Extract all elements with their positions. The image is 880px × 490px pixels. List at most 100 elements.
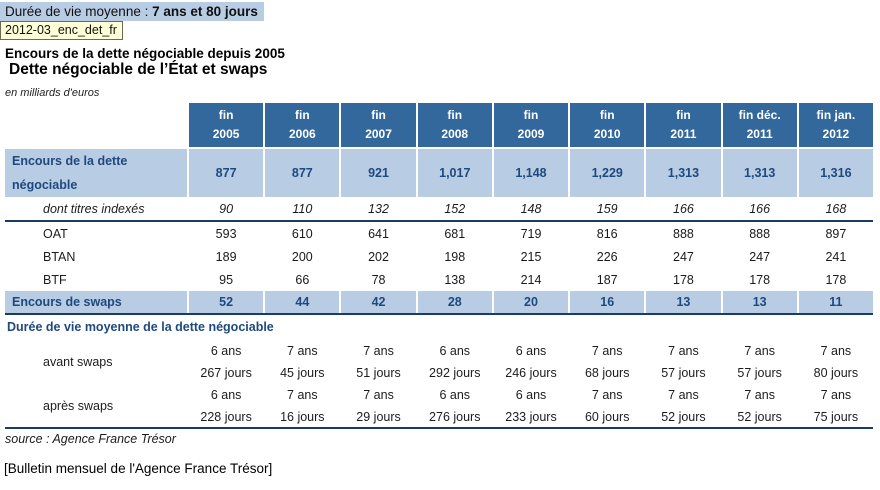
value-cell: 159 xyxy=(596,201,618,216)
column-header: fin 2011 xyxy=(646,103,721,147)
table-header-row: fin 2005 fin 2006 fin 2007 fin 2008 fin 2009 fin 20… xyxy=(5,103,873,147)
row-label: OAT xyxy=(43,226,68,241)
table-row: Encours de la dette négociable 877 877 921 1… xyxy=(5,149,873,197)
duration-value-cell: 7 ans 16 jours xyxy=(280,388,325,424)
value-cell: 168 xyxy=(825,201,847,216)
duration-value-cell: 7 ans 68 jours xyxy=(584,343,630,380)
value-cell: 110 xyxy=(292,201,313,216)
column-header: fin 2006 xyxy=(265,103,340,147)
duration-value-cell: 6 ans 267 jours xyxy=(200,343,252,380)
row-label: Encours de la dette négociable xyxy=(5,149,187,197)
value-cell: 66 xyxy=(295,272,310,287)
row-label: BTF xyxy=(43,272,67,287)
filename-tooltip: 2012-03_enc_det_fr xyxy=(0,21,123,40)
duration-value-cell: 7 ans 29 jours xyxy=(356,388,401,424)
value-cell: 241 xyxy=(825,249,847,264)
value-cell: 247 xyxy=(673,249,694,264)
value-cell: 11 xyxy=(798,291,873,313)
source-note: source : Agence France Trésor xyxy=(5,432,176,446)
table-row: Encours de swaps 52 44 42 28 20 16 13 13 11 xyxy=(5,291,873,315)
value-cell: 877 xyxy=(265,149,340,197)
duration-value-cell: 7 ans 60 jours xyxy=(584,388,630,424)
value-cell: 166 xyxy=(749,201,771,216)
column-header: fin 2009 xyxy=(493,103,569,147)
duration-value-cell: 6 ans 292 jours xyxy=(429,343,481,380)
row-label: BTAN xyxy=(43,249,76,264)
value-cell: 641 xyxy=(368,226,389,241)
value-cell: 1,148 xyxy=(493,149,569,197)
value-cell: 214 xyxy=(520,272,542,287)
average-life-highlight: Durée de vie moyenne : 7 ans et 80 jours xyxy=(0,2,264,21)
value-cell: 719 xyxy=(520,226,542,241)
value-cell: 20 xyxy=(493,291,569,313)
column-header: fin déc. 2011 xyxy=(722,103,797,147)
value-cell: 816 xyxy=(596,226,618,241)
value-cell: 247 xyxy=(749,249,771,264)
column-header: fin 2005 xyxy=(189,103,264,147)
debt-table: fin 2005 fin 2006 fin 2007 fin 2008 fin 2009 fin 20… xyxy=(5,103,873,429)
value-cell: 888 xyxy=(749,226,771,241)
value-cell: 178 xyxy=(825,272,847,287)
bulletin-caption: [Bulletin mensuel de l'Agence France Tré… xyxy=(4,461,273,476)
value-cell: 187 xyxy=(596,272,618,287)
duration-value-cell: 6 ans 228 jours xyxy=(200,388,252,424)
value-cell: 1,316 xyxy=(798,149,873,197)
value-cell: 138 xyxy=(444,272,466,287)
value-cell: 44 xyxy=(265,291,340,313)
average-life-label: Durée de vie moyenne : xyxy=(5,4,153,19)
duration-value-cell: 6 ans 233 jours xyxy=(505,388,557,424)
value-cell: 921 xyxy=(341,149,416,197)
value-cell: 13 xyxy=(722,291,797,313)
value-cell: 1,017 xyxy=(417,149,492,197)
value-cell: 1,313 xyxy=(646,149,721,197)
duration-value-cell: 7 ans 45 jours xyxy=(280,343,325,380)
value-cell: 877 xyxy=(189,149,264,197)
duration-value-cell: 7 ans 57 jours xyxy=(737,343,782,380)
value-cell: 198 xyxy=(444,249,466,264)
value-cell: 90 xyxy=(219,201,234,216)
column-header: fin jan. 2012 xyxy=(798,103,873,147)
table-row: dont titres indexés 90 110 132 152 148 159 166 1… xyxy=(5,197,873,222)
value-cell: 888 xyxy=(673,226,694,241)
duration-section-title: Durée de vie moyenne de la dette négocia… xyxy=(7,320,274,334)
value-cell: 215 xyxy=(520,249,542,264)
value-cell: 95 xyxy=(219,272,234,287)
duration-value-cell: 7 ans 80 jours xyxy=(813,343,859,380)
value-cell: 897 xyxy=(825,226,847,241)
value-cell: 610 xyxy=(291,226,313,241)
table-row: BTAN 189 200 202 198 215 226 247 247 241 xyxy=(5,245,873,268)
value-cell: 681 xyxy=(444,226,466,241)
duration-section-row: Durée de vie moyenne de la dette négocia… xyxy=(5,315,873,339)
value-cell: 78 xyxy=(371,272,386,287)
duration-row: avant swaps 6 ans 267 jours 7 ans 45 jours 7 … xyxy=(5,339,873,384)
table-row: BTF 95 66 78 138 214 187 178 178 178 xyxy=(5,268,873,291)
page-title: Dette négociable de l’État et swaps xyxy=(9,61,268,78)
duration-value-cell: 7 ans 51 jours xyxy=(356,343,401,380)
value-cell: 226 xyxy=(596,249,618,264)
value-cell: 166 xyxy=(673,201,694,216)
value-cell: 42 xyxy=(341,291,416,313)
value-cell: 178 xyxy=(673,272,694,287)
duration-value-cell: 7 ans 75 jours xyxy=(813,388,859,424)
value-cell: 1,313 xyxy=(722,149,797,197)
duration-value-cell: 6 ans 246 jours xyxy=(505,343,557,380)
duration-row: après swaps 6 ans 228 jours 7 ans 16 jours 7 … xyxy=(5,384,873,429)
value-cell: 1,229 xyxy=(570,149,645,197)
average-life-value: 7 ans et 80 jours xyxy=(152,4,258,19)
value-cell: 16 xyxy=(570,291,645,313)
value-cell: 28 xyxy=(417,291,492,313)
value-cell: 200 xyxy=(291,249,313,264)
duration-row-label: après swaps xyxy=(43,399,114,413)
column-header: fin 2010 xyxy=(570,103,645,147)
value-cell: 152 xyxy=(444,201,466,216)
value-cell: 132 xyxy=(368,201,389,216)
corner-cell xyxy=(5,103,187,147)
section-heading: Encours de la dette négociable depuis 20… xyxy=(5,46,285,61)
value-cell: 189 xyxy=(215,249,237,264)
row-label: dont titres indexés xyxy=(43,201,145,216)
duration-value-cell: 7 ans 57 jours xyxy=(661,343,706,380)
value-cell: 593 xyxy=(215,226,237,241)
value-cell: 148 xyxy=(520,201,542,216)
duration-row-label: avant swaps xyxy=(43,354,113,369)
